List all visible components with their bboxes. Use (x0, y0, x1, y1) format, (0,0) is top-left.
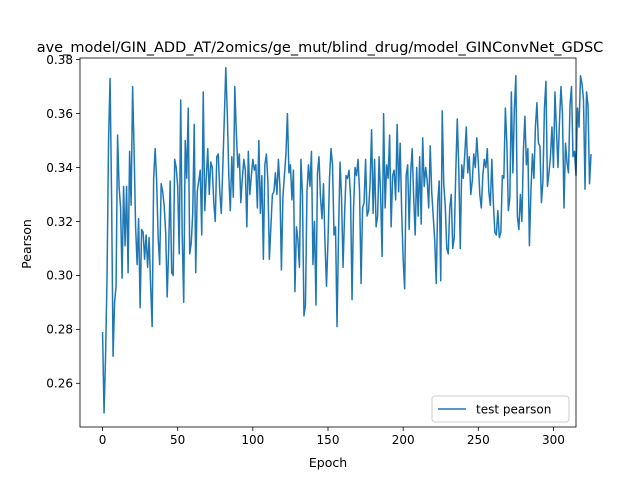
y-tick-label: 0.30 (46, 269, 73, 283)
chart-title: ave_model/GIN_ADD_AT/2omics/ge_mut/blind… (37, 40, 604, 56)
y-tick-label: 0.26 (46, 377, 73, 391)
legend: test pearson (431, 395, 570, 423)
axes: 0 50 100 150 200 250 300 0.26 0.28 0.30 0.32 0.34 0.… (46, 53, 592, 447)
x-tick-label: 150 (317, 433, 340, 447)
x-axis-label: Epoch (309, 455, 347, 470)
y-tick-label: 0.28 (46, 323, 73, 337)
x-tick-label: 100 (241, 433, 264, 447)
x-tick-label: 50 (170, 433, 185, 447)
x-tick-label: 200 (392, 433, 415, 447)
series-line-0 (101, 66, 592, 414)
y-axis-label: Pearson (19, 219, 34, 269)
y-tick-label: 0.32 (46, 215, 73, 229)
x-tick-label: 250 (467, 433, 490, 447)
legend-label: test pearson (476, 403, 551, 417)
legend-box (431, 395, 570, 423)
x-tick-label: 300 (542, 433, 565, 447)
y-tick-label: 0.34 (46, 161, 73, 175)
x-tick-label: 0 (99, 433, 107, 447)
y-tick-label: 0.36 (46, 107, 73, 121)
y-tick-label: 0.38 (46, 53, 73, 67)
